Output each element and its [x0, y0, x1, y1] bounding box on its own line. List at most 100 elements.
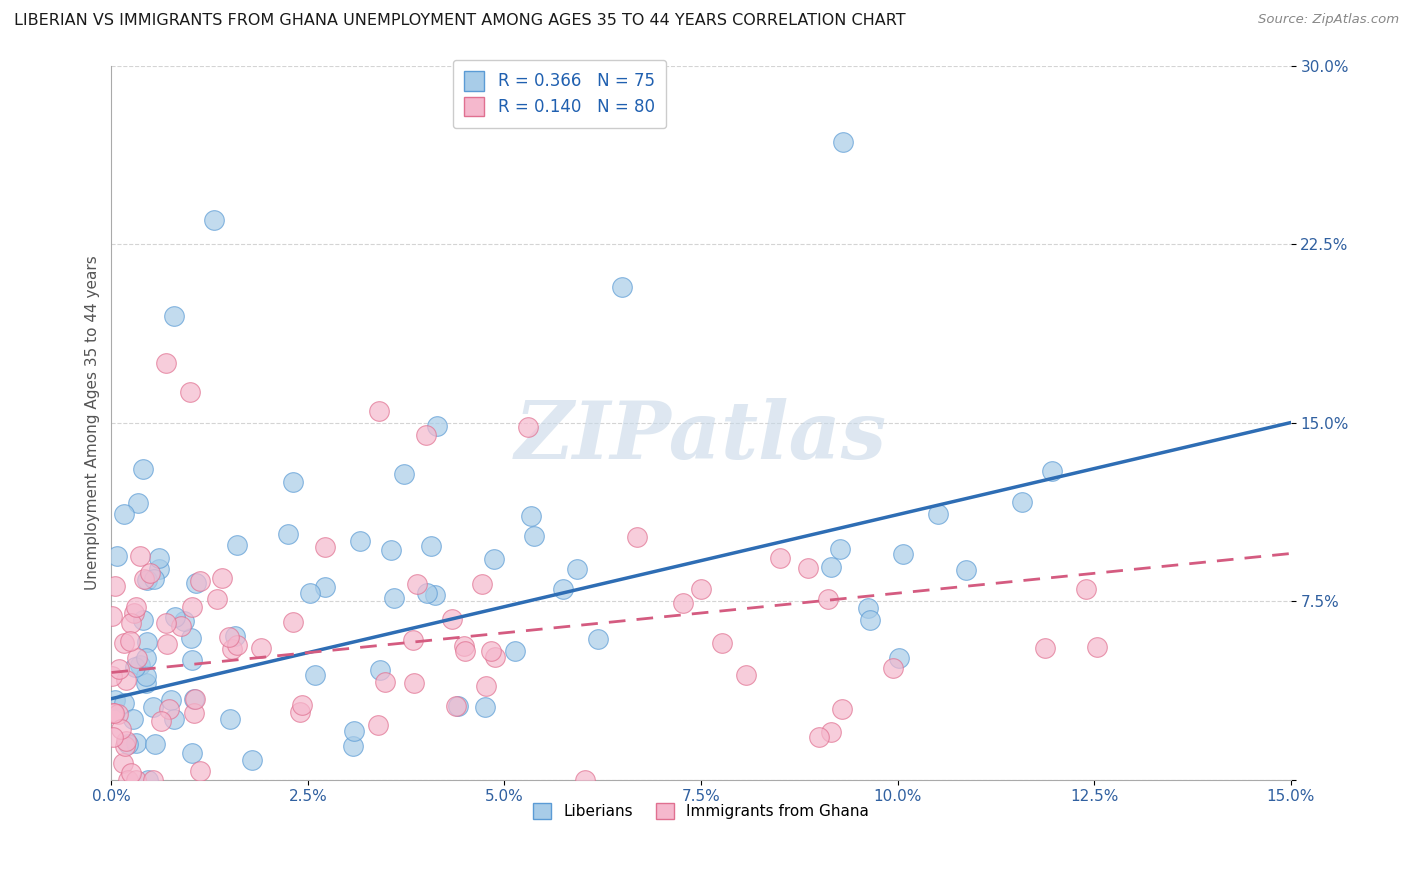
Point [503, 643, 526, 657]
Point [291, 698, 314, 713]
Point [163, 712, 186, 726]
Point [101, 706, 124, 720]
Point [374, 674, 396, 689]
Point [416, 586, 439, 600]
Point [474, 679, 496, 693]
Point [120, 615, 142, 630]
Point [1085, 640, 1108, 655]
Point [112, 636, 135, 650]
Point [517, 420, 540, 434]
Point [125, 599, 148, 614]
Point [136, 772, 159, 787]
Point [314, 540, 336, 554]
Point [567, 562, 589, 576]
Point [856, 601, 879, 615]
Point [184, 576, 207, 591]
Point [117, 737, 139, 751]
Point [1033, 640, 1056, 655]
Point [808, 730, 831, 744]
Point [224, 629, 246, 643]
Point [142, 772, 165, 787]
Point [124, 660, 146, 674]
Point [1040, 464, 1063, 478]
Point [820, 724, 842, 739]
Point [188, 574, 211, 588]
Point [219, 712, 242, 726]
Point [830, 541, 852, 556]
Point [155, 356, 177, 370]
Point [173, 614, 195, 628]
Point [482, 551, 505, 566]
Point [281, 615, 304, 629]
Point [136, 573, 159, 587]
Point [101, 730, 124, 744]
Point [343, 723, 366, 738]
Point [419, 539, 441, 553]
Point [103, 706, 125, 720]
Point [519, 509, 541, 524]
Point [218, 630, 240, 644]
Point [135, 634, 157, 648]
Point [150, 714, 173, 729]
Y-axis label: Unemployment Among Ages 35 to 44 years: Unemployment Among Ages 35 to 44 years [86, 255, 100, 590]
Point [114, 739, 136, 754]
Point [115, 733, 138, 747]
Point [831, 702, 853, 716]
Point [588, 632, 610, 646]
Point [124, 606, 146, 620]
Point [188, 764, 211, 778]
Point [129, 549, 152, 563]
Point [277, 526, 299, 541]
Point [1011, 495, 1033, 509]
Point [104, 579, 127, 593]
Point [690, 582, 713, 597]
Point [250, 640, 273, 655]
Point [159, 693, 181, 707]
Point [553, 582, 575, 596]
Point [125, 772, 148, 787]
Point [735, 667, 758, 681]
Point [142, 700, 165, 714]
Point [148, 562, 170, 576]
Point [298, 585, 321, 599]
Point [225, 638, 247, 652]
Point [211, 571, 233, 585]
Point [240, 753, 263, 767]
Point [205, 591, 228, 606]
Point [481, 644, 503, 658]
Point [157, 701, 180, 715]
Point [453, 639, 475, 653]
Point [120, 766, 142, 780]
Point [471, 576, 494, 591]
Point [769, 551, 792, 566]
Point [108, 662, 131, 676]
Point [402, 633, 425, 648]
Point [817, 592, 839, 607]
Point [425, 588, 447, 602]
Point [382, 591, 405, 606]
Point [281, 475, 304, 490]
Point [135, 676, 157, 690]
Point [135, 669, 157, 683]
Point [484, 650, 506, 665]
Point [127, 496, 149, 510]
Point [143, 572, 166, 586]
Point [226, 538, 249, 552]
Point [831, 135, 853, 149]
Text: Source: ZipAtlas.com: Source: ZipAtlas.com [1258, 13, 1399, 27]
Point [444, 698, 467, 713]
Point [927, 508, 949, 522]
Point [882, 661, 904, 675]
Point [101, 669, 124, 683]
Point [955, 563, 977, 577]
Point [891, 547, 914, 561]
Point [115, 673, 138, 687]
Point [107, 549, 129, 563]
Point [179, 384, 201, 399]
Point [184, 692, 207, 706]
Point [797, 560, 820, 574]
Point [405, 577, 427, 591]
Point [202, 213, 225, 227]
Point [112, 756, 135, 770]
Point [104, 693, 127, 707]
